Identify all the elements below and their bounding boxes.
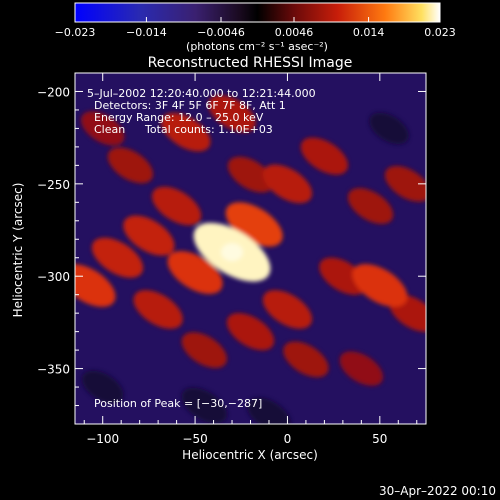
colorbar-ticks: −0.023 −0.014 −0.0046 0.0046 0.014 0.023 [55,17,456,39]
footer-date: 30–Apr–2022 00:10 [379,484,496,498]
colorbar-tick-label: 0.0046 [275,26,314,39]
colorbar-unit-label: (photons cm⁻² s⁻¹ asec⁻²) [186,40,328,53]
intensity-blob [369,112,409,145]
annotation-detectors: Detectors: 3F 4F 5F 6F 7F 8F, Att 1 [94,99,286,112]
annotation-time: 5–Jul–2002 12:20:40.000 to 12:21:44.000 [87,87,316,100]
y-tick-label: −350 [37,363,70,377]
colorbar-tick-label: 0.023 [424,26,456,39]
image-annotations: 5–Jul–2002 12:20:40.000 to 12:21:44.000 … [87,87,316,410]
colorbar-tick-label: −0.023 [55,26,96,39]
y-axis-label: Heliocentric Y (arcsec) [11,183,25,318]
x-tick-label: 50 [372,432,387,446]
intensity-blob [384,165,426,202]
intensity-blob [227,156,274,193]
y-tick-label: −250 [37,178,70,192]
colorbar-tick-label: −0.014 [126,26,167,39]
annotation-peak: Position of Peak = [−30,−287] [94,397,262,410]
chart-title: Reconstructed RHESSI Image [148,55,353,71]
peak-core [221,243,244,262]
intensity-blob [352,263,408,307]
y-tick-label: −300 [37,270,70,284]
intensity-blob [319,257,367,295]
intensity-blob [161,112,211,152]
x-tick-label: −100 [86,432,119,446]
intensity-blob [133,290,183,329]
x-tick-label: 0 [284,432,292,446]
x-axis-ticks: −100 −50 0 50 [83,73,418,446]
intensity-blob [226,313,275,351]
intensity-blob [208,95,256,133]
intensity-blob [283,341,329,378]
y-axis-ticks: −200 −250 −300 −350 [37,72,426,407]
intensity-blob [339,351,383,386]
intensity-blob [347,188,394,224]
annotation-energy: Energy Range: 12.0 – 25.0 keV [94,111,264,124]
y-tick-label: −200 [37,85,70,99]
intensity-blob [262,290,313,329]
x-axis-label: Heliocentric X (arcsec) [182,448,318,462]
annotation-method: Clean [94,123,125,136]
x-tick-label: −50 [182,432,207,446]
colorbar-tick-label: −0.0046 [197,26,245,39]
image-intensity-map [75,95,426,424]
intensity-blob [262,164,313,204]
intensity-blob [247,397,291,424]
annotation-counts: Total counts: 1.10E+03 [144,123,273,136]
intensity-blob [82,370,124,404]
intensity-blob [123,215,175,256]
colorbar-tick-label: 0.014 [353,26,385,39]
intensity-blob [81,111,125,146]
intensity-blob [181,387,227,424]
intensity-blob [300,137,349,175]
intensity-blob [107,147,154,184]
intensity-blob [225,202,283,247]
intensity-blob [75,263,116,307]
intensity-blob [167,251,223,294]
colorbar-scale [74,2,441,23]
colorbar: −0.023 −0.014 −0.0046 0.0046 0.014 0.023 (pho… [55,2,456,53]
intensity-blob [91,237,144,278]
intensity-blob [152,186,202,226]
intensity-blob [181,332,227,368]
image-plot-area: −100 −50 0 50 −200 −250 −300 −350 [37,72,427,446]
